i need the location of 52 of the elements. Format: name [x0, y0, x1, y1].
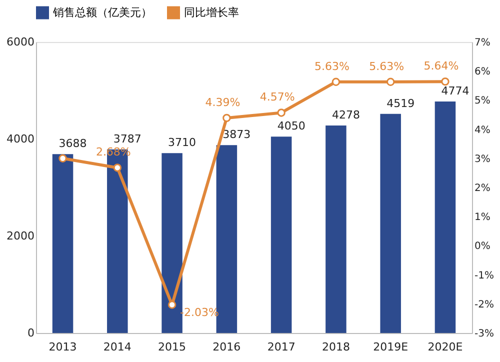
- y-tick-label: 0: [28, 326, 34, 340]
- x-tick-label: 2017: [267, 340, 296, 354]
- data-label: 3873: [222, 128, 251, 142]
- y2-tick-label: 4%: [474, 124, 490, 136]
- y-tick-label: 6000: [6, 36, 34, 48]
- y2-tick-label: -2%: [474, 299, 494, 310]
- bar: [270, 136, 292, 333]
- y2-tick-label: 6%: [474, 66, 490, 78]
- point: [386, 78, 395, 86]
- x-tick-label: 2019E: [373, 340, 408, 354]
- data-label: 4.39%: [205, 96, 240, 109]
- point: [113, 164, 122, 172]
- data-label: 4050: [277, 120, 306, 133]
- bar: [380, 114, 401, 333]
- x-tick-label: 2018: [322, 340, 350, 354]
- data-label: 5.64%: [424, 60, 459, 73]
- point: [168, 300, 176, 309]
- data-label: 4519: [386, 96, 415, 110]
- legend-label: 销售总额（亿美元）: [52, 6, 152, 19]
- y-tick-label: 4000: [6, 132, 34, 146]
- point: [58, 154, 67, 162]
- data-label: 4.57%: [260, 90, 295, 104]
- bar: [52, 154, 74, 333]
- bar: [434, 101, 456, 333]
- data-label: 5.63%: [369, 60, 404, 73]
- x-tick-label: 2015: [158, 340, 186, 354]
- point: [277, 108, 286, 117]
- data-label: 4278: [332, 108, 360, 122]
- point: [222, 114, 231, 122]
- data-label: 3710: [168, 136, 196, 150]
- legend-label: 同比增长率: [184, 6, 239, 19]
- y2-tick-label: 5%: [474, 96, 490, 107]
- x-tick-label: 2016: [212, 340, 241, 354]
- bar: [326, 126, 346, 333]
- y2-tick-label: 0%: [474, 241, 490, 252]
- y2-tick-label: 3%: [474, 154, 490, 165]
- x-tick-label: 2013: [48, 340, 77, 354]
- data-label: 5.63%: [314, 60, 350, 73]
- y2-tick-label: 2%: [474, 183, 490, 194]
- point: [332, 78, 340, 86]
- y2-tick-label: -3%: [474, 328, 494, 340]
- x-tick-label: 2014: [103, 340, 132, 354]
- data-label: 3787: [113, 132, 142, 146]
- point: [441, 77, 450, 86]
- y2-tick-label: 1%: [474, 212, 490, 224]
- x-tick-label: 2020E: [428, 340, 463, 354]
- y2-tick-label: 7%: [474, 38, 490, 48]
- data-label: 3688: [58, 137, 87, 150]
- data-label: 4774: [441, 84, 470, 98]
- bar: [162, 153, 182, 333]
- y2-tick-label: -1%: [474, 270, 494, 282]
- y-tick-label: 2000: [6, 230, 34, 242]
